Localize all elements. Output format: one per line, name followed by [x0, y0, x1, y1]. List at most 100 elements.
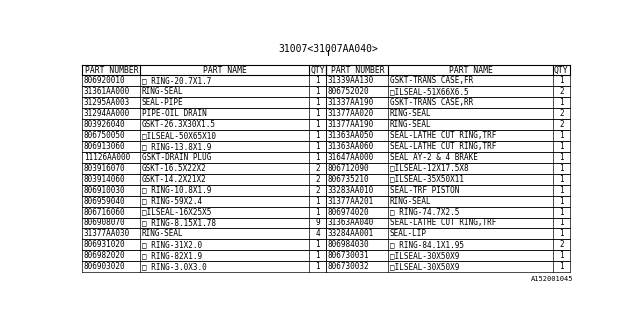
Text: A152001045: A152001045: [531, 276, 573, 283]
Text: GSKT-26.3X30X1.5: GSKT-26.3X30X1.5: [142, 120, 216, 129]
Text: 31647AA000: 31647AA000: [328, 153, 374, 162]
Text: 31377AA201: 31377AA201: [328, 196, 374, 206]
Text: 806910030: 806910030: [84, 186, 125, 195]
Text: 31377AA030: 31377AA030: [84, 229, 130, 238]
Text: 806931020: 806931020: [84, 240, 125, 249]
Text: PART NUMBER: PART NUMBER: [331, 66, 384, 75]
Text: 33283AA010: 33283AA010: [328, 186, 374, 195]
Text: PART NAME: PART NAME: [449, 66, 493, 75]
Text: 2: 2: [559, 240, 564, 249]
Text: 803926040: 803926040: [84, 120, 125, 129]
Text: □ RING-31X2.0: □ RING-31X2.0: [142, 240, 202, 249]
Text: □ILSEAL-12X17.5X8: □ILSEAL-12X17.5X8: [390, 164, 468, 173]
Text: 9: 9: [316, 219, 320, 228]
Text: 1: 1: [559, 262, 564, 271]
Text: 31363AA050: 31363AA050: [328, 131, 374, 140]
Text: 1: 1: [559, 98, 564, 107]
Text: 1: 1: [316, 98, 320, 107]
Text: 1: 1: [559, 251, 564, 260]
Text: 806913060: 806913060: [84, 142, 125, 151]
Text: □ILSEAL-16X25X5: □ILSEAL-16X25X5: [142, 208, 211, 217]
Text: 1: 1: [559, 153, 564, 162]
Text: GSKT-16.5X22X2: GSKT-16.5X22X2: [142, 164, 207, 173]
Text: PIPE-OIL DRAIN: PIPE-OIL DRAIN: [142, 109, 207, 118]
Text: GSKT-TRANS CASE,FR: GSKT-TRANS CASE,FR: [390, 76, 473, 85]
Text: RING-SEAL: RING-SEAL: [390, 196, 431, 206]
Text: 2: 2: [316, 186, 320, 195]
Text: 1: 1: [559, 76, 564, 85]
Text: 1: 1: [316, 153, 320, 162]
Text: SEAL-TRF PISTON: SEAL-TRF PISTON: [390, 186, 460, 195]
Text: GSKT-TRANS CASE,RR: GSKT-TRANS CASE,RR: [390, 98, 473, 107]
Text: 806712090: 806712090: [328, 164, 370, 173]
Text: 806750050: 806750050: [84, 131, 125, 140]
Text: 11126AA000: 11126AA000: [84, 153, 130, 162]
Text: 31007<31007AA040>: 31007<31007AA040>: [278, 44, 378, 54]
Text: 806984030: 806984030: [328, 240, 370, 249]
Text: 806752020: 806752020: [328, 87, 370, 96]
Text: PART NAME: PART NAME: [203, 66, 247, 75]
Text: □ RING-20.7X1.7: □ RING-20.7X1.7: [142, 76, 211, 85]
Text: 31363AA060: 31363AA060: [328, 142, 374, 151]
Text: 1: 1: [559, 142, 564, 151]
Text: SEAL-LIP: SEAL-LIP: [390, 229, 427, 238]
Text: 2: 2: [316, 164, 320, 173]
Text: □ RING-10.8X1.9: □ RING-10.8X1.9: [142, 186, 211, 195]
Text: 1: 1: [559, 196, 564, 206]
Text: 806908070: 806908070: [84, 219, 125, 228]
Text: RING-SEAL: RING-SEAL: [390, 120, 431, 129]
Text: 806982020: 806982020: [84, 251, 125, 260]
Text: 1: 1: [316, 131, 320, 140]
Text: 31339AA130: 31339AA130: [328, 76, 374, 85]
Text: 31294AA000: 31294AA000: [84, 109, 130, 118]
Text: 1: 1: [559, 186, 564, 195]
Text: 1: 1: [559, 131, 564, 140]
Text: 1: 1: [559, 164, 564, 173]
Text: 803916070: 803916070: [84, 164, 125, 173]
Text: 1: 1: [559, 208, 564, 217]
Text: □ RING-8.15X1.78: □ RING-8.15X1.78: [142, 219, 216, 228]
Text: QTY: QTY: [554, 66, 568, 75]
Text: □ILSEAL-35X50X11: □ILSEAL-35X50X11: [390, 175, 464, 184]
Text: 2: 2: [559, 87, 564, 96]
Text: 1: 1: [559, 219, 564, 228]
Text: RING-SEAL: RING-SEAL: [390, 109, 431, 118]
Text: 31377AA190: 31377AA190: [328, 120, 374, 129]
Text: 31377AA020: 31377AA020: [328, 109, 374, 118]
Text: SEAL-LATHE CUT RING,TRF: SEAL-LATHE CUT RING,TRF: [390, 219, 497, 228]
Text: □ RING-3.0X3.0: □ RING-3.0X3.0: [142, 262, 207, 271]
Text: 31295AA003: 31295AA003: [84, 98, 130, 107]
Text: □ RING-84.1X1.95: □ RING-84.1X1.95: [390, 240, 464, 249]
Text: SEAL-LATHE CUT RING,TRF: SEAL-LATHE CUT RING,TRF: [390, 131, 497, 140]
Text: □ILSEAL-30X50X9: □ILSEAL-30X50X9: [390, 251, 460, 260]
Text: □ RING-82X1.9: □ RING-82X1.9: [142, 251, 202, 260]
Text: 1: 1: [316, 109, 320, 118]
Text: RING-SEAL: RING-SEAL: [142, 229, 184, 238]
Text: 806716060: 806716060: [84, 208, 125, 217]
Text: □ RING-59X2.4: □ RING-59X2.4: [142, 196, 202, 206]
Text: PART NUMBER: PART NUMBER: [84, 66, 138, 75]
Text: 2: 2: [559, 109, 564, 118]
Text: □ILSEAL-50X65X10: □ILSEAL-50X65X10: [142, 131, 216, 140]
Text: 1: 1: [316, 76, 320, 85]
Text: 2: 2: [316, 175, 320, 184]
Text: 806903020: 806903020: [84, 262, 125, 271]
Text: QTY: QTY: [310, 66, 325, 75]
Text: □ILSEAL-51X66X6.5: □ILSEAL-51X66X6.5: [390, 87, 468, 96]
Text: 1: 1: [316, 120, 320, 129]
Text: 806730032: 806730032: [328, 262, 370, 271]
Text: 1: 1: [559, 175, 564, 184]
Text: 33284AA001: 33284AA001: [328, 229, 374, 238]
Text: □ILSEAL-30X50X9: □ILSEAL-30X50X9: [390, 262, 460, 271]
Text: SEAL-LATHE CUT RING,TRF: SEAL-LATHE CUT RING,TRF: [390, 142, 497, 151]
Text: 1: 1: [316, 240, 320, 249]
Text: SEAL AY-2 & 4 BRAKE: SEAL AY-2 & 4 BRAKE: [390, 153, 478, 162]
Text: 806959040: 806959040: [84, 196, 125, 206]
Text: 1: 1: [316, 142, 320, 151]
Text: 1: 1: [559, 229, 564, 238]
Text: 31363AA040: 31363AA040: [328, 219, 374, 228]
Text: SEAL-PIPE: SEAL-PIPE: [142, 98, 184, 107]
Text: 806730031: 806730031: [328, 251, 370, 260]
Text: 2: 2: [559, 120, 564, 129]
Text: □ RING-13.8X1.9: □ RING-13.8X1.9: [142, 142, 211, 151]
